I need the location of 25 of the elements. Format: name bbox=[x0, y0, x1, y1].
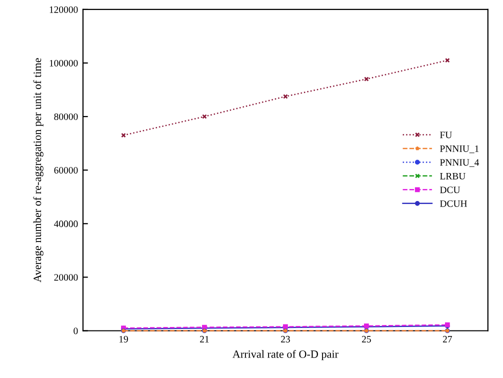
y-tick-label: 0 bbox=[74, 328, 78, 334]
legend-label: DCUH bbox=[440, 200, 467, 207]
y-axis-title: Average number of re-aggregation per unit of time bbox=[33, 58, 44, 282]
point bbox=[121, 132, 126, 138]
x-axis-title: Arrival rate of O-D pair bbox=[232, 350, 338, 360]
y-tick-label: 80000 bbox=[54, 113, 78, 120]
y-tick-label: 40000 bbox=[54, 220, 78, 228]
x-tick-label: 23 bbox=[281, 336, 290, 342]
legend-label: FU bbox=[440, 132, 452, 138]
x-tick-label: 19 bbox=[119, 336, 128, 342]
point bbox=[283, 94, 288, 99]
point bbox=[444, 58, 450, 63]
legend-label: PNNIU_4 bbox=[440, 159, 480, 167]
x-tick-label: 25 bbox=[362, 336, 371, 342]
y-tick-label: 20000 bbox=[54, 274, 78, 281]
legend-label: LRBU bbox=[440, 172, 466, 180]
legend-label: PNNIU_1 bbox=[440, 145, 479, 154]
y-tick-label: 120000 bbox=[50, 6, 78, 13]
y-tick-label: 60000 bbox=[54, 167, 78, 174]
point bbox=[364, 76, 369, 82]
x-tick-label: 27 bbox=[442, 336, 452, 342]
legend-label: DCU bbox=[440, 186, 460, 194]
x-tick-label: 21 bbox=[200, 336, 209, 342]
point bbox=[202, 114, 207, 119]
y-tick-label: 100000 bbox=[50, 60, 78, 66]
